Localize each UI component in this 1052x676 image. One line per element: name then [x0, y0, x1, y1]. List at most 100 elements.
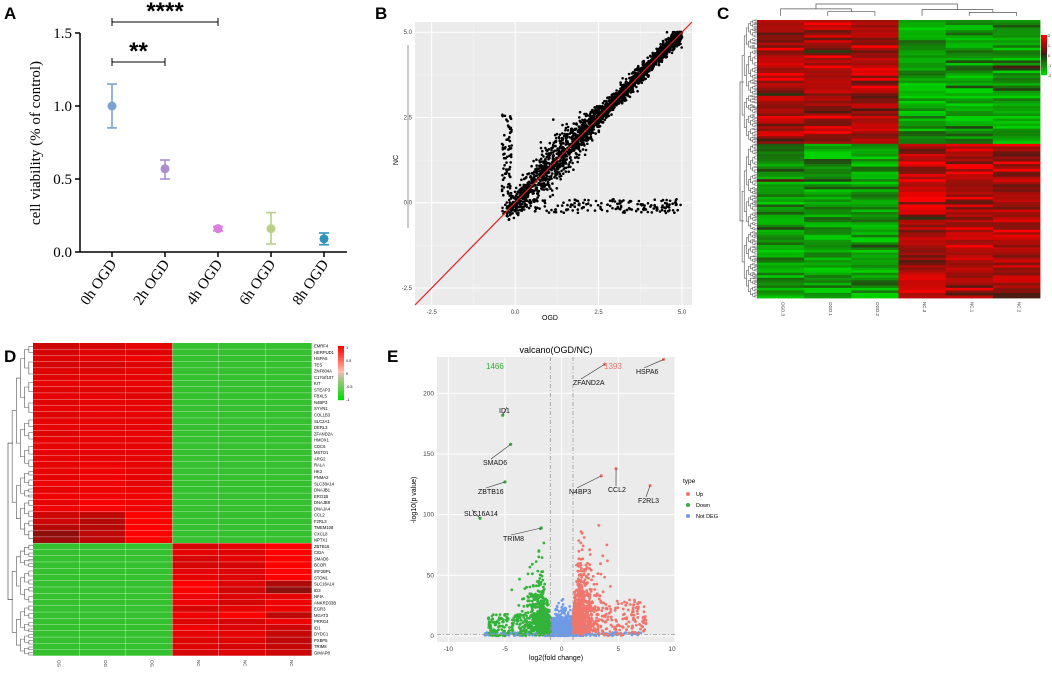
- c-heatmap-cell: [945, 146, 994, 150]
- c-heatmap-cell: [898, 55, 947, 59]
- c-heatmap-cell: [851, 280, 899, 284]
- d-legend-swatch: [338, 351, 344, 354]
- c-row-dendrogram: [750, 21, 753, 27]
- d-heatmap-cell: [265, 493, 312, 500]
- c-heatmap-cell: [945, 52, 994, 56]
- c-heatmap-cell: [898, 25, 947, 28]
- c-heatmap-cell: [851, 285, 899, 289]
- c-heatmap-cell: [992, 40, 1041, 44]
- c-heatmap-cell: [898, 70, 947, 74]
- d-row-dendrogram: [20, 550, 25, 563]
- d-heatmap-cell: [33, 543, 80, 550]
- c-heatmap-cell: [945, 110, 994, 114]
- b-data-point: [555, 165, 559, 169]
- b-data-point: [600, 208, 604, 212]
- c-heatmap-cell: [851, 65, 899, 69]
- c-heatmap-cell: [945, 272, 994, 276]
- c-heatmap-cell: [898, 209, 947, 213]
- c-heatmap-cell: [945, 277, 994, 281]
- c-heatmap-cell: [945, 103, 994, 107]
- c-heatmap-cell: [757, 27, 805, 31]
- d-row-dendrogram: [28, 587, 33, 592]
- d-gene-label: DNAJB9: [314, 500, 331, 505]
- c-heatmap-cell: [804, 252, 852, 256]
- c-heatmap-cell: [992, 80, 1041, 84]
- c-heatmap-cell: [898, 255, 947, 258]
- c-heatmap-cell: [757, 83, 805, 87]
- d-heatmap-cell: [219, 443, 266, 450]
- b-data-point: [641, 63, 645, 66]
- d-heatmap-cell: [265, 505, 312, 512]
- c-heatmap-cell: [992, 292, 1041, 296]
- d-heatmap-cell: [33, 418, 80, 425]
- b-data-point: [509, 175, 512, 179]
- b-data-point: [536, 206, 539, 210]
- c-row-dendrogram: [748, 179, 751, 191]
- b-data-point: [638, 79, 642, 82]
- d-gene-label: ZFAND2A: [314, 431, 333, 436]
- c-heatmap-cell: [757, 65, 805, 69]
- c-heatmap-cell: [992, 60, 1041, 64]
- d-row-dendrogram: [28, 622, 33, 627]
- c-heatmap-cell: [945, 234, 994, 238]
- d-heatmap-cell: [265, 637, 312, 644]
- d-heatmap-cell: [265, 587, 312, 594]
- c-heatmap-cell: [757, 55, 805, 59]
- d-heatmap-cell: [126, 349, 173, 356]
- c-heatmap-cell: [992, 138, 1041, 142]
- c-heatmap-cell: [898, 22, 947, 26]
- c-heatmap-cell: [992, 126, 1041, 130]
- b-data-point: [562, 211, 566, 214]
- c-heatmap-cell: [757, 35, 805, 39]
- c-column-label: NC.3: [922, 302, 927, 313]
- c-heatmap-cell: [757, 98, 805, 102]
- b-data-point: [522, 205, 526, 208]
- c-heatmap-cell: [757, 45, 805, 49]
- b-data-point: [589, 115, 593, 119]
- b-data-point: [508, 127, 512, 131]
- d-heatmap-cell: [79, 649, 126, 656]
- c-row-dendrogram: [752, 234, 755, 238]
- b-data-point: [601, 105, 604, 108]
- c-heatmap-cell: [898, 277, 947, 281]
- c-row-dendrogram: [754, 260, 757, 263]
- b-data-point: [657, 63, 661, 67]
- c-heatmap-cell: [898, 108, 947, 112]
- c-heatmap-cell: [851, 62, 899, 66]
- b-data-point: [560, 204, 564, 207]
- d-heatmap-cell: [79, 411, 126, 418]
- b-data-point: [593, 110, 596, 114]
- c-heatmap-cell: [898, 118, 947, 122]
- c-heatmap-cell: [945, 35, 994, 39]
- d-row-dendrogram: [28, 628, 33, 632]
- c-heatmap-cell: [992, 75, 1041, 79]
- d-heatmap-cell: [33, 574, 80, 581]
- c-heatmap-cell: [804, 88, 852, 92]
- b-data-point: [528, 201, 532, 205]
- c-heatmap-cell: [898, 285, 947, 289]
- d-heatmap-cell: [219, 418, 266, 425]
- c-heatmap-cell: [945, 25, 994, 28]
- c-heatmap-cell: [945, 282, 994, 286]
- c-row-dendrogram: [754, 182, 757, 186]
- d-heatmap-cell: [126, 549, 173, 556]
- d-heatmap-cell: [33, 430, 80, 437]
- c-heatmap-cell: [757, 105, 805, 109]
- c-heatmap-cell: [757, 280, 805, 284]
- c-heatmap-cell: [757, 277, 805, 281]
- b-data-point: [553, 167, 556, 171]
- d-heatmap-cell: [126, 424, 173, 431]
- c-heatmap-cell: [898, 290, 947, 294]
- d-heatmap-cell: [219, 543, 266, 550]
- c-heatmap-cell: [898, 113, 947, 117]
- c-heatmap-cell: [898, 47, 947, 51]
- d-heatmap-cell: [219, 599, 266, 606]
- b-data-point: [506, 190, 510, 193]
- c-heatmap-cell: [851, 295, 899, 299]
- d-heatmap-cell: [126, 574, 173, 581]
- c-heatmap-cell: [898, 30, 947, 34]
- a-significance-stars: **: [129, 38, 148, 65]
- b-data-point: [559, 177, 562, 181]
- c-heatmap-cell: [898, 169, 947, 173]
- e-point-not-deg: [567, 611, 570, 614]
